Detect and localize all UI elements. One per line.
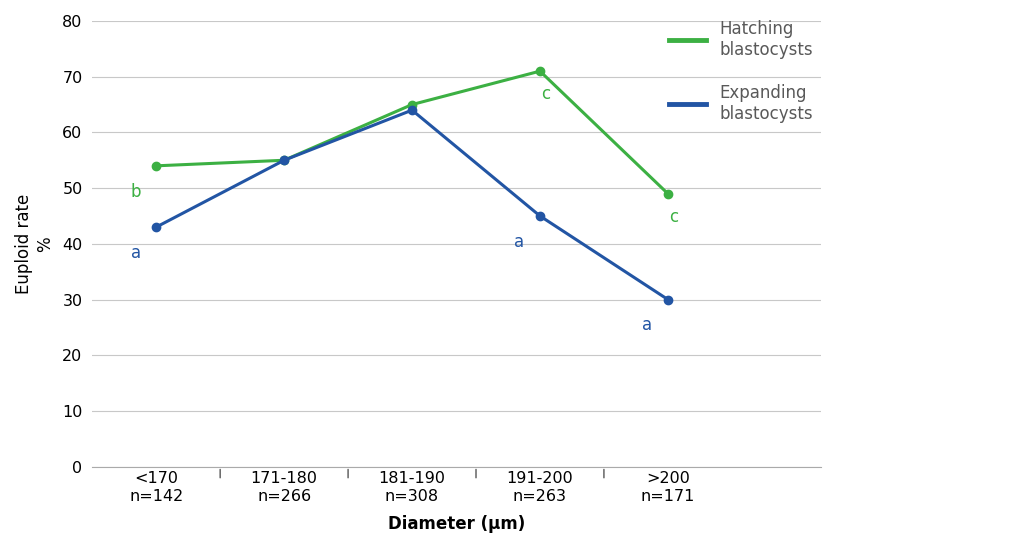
Text: c: c (668, 208, 678, 226)
X-axis label: Diameter (μm): Diameter (μm) (388, 515, 525, 533)
Text: a: a (642, 316, 652, 334)
Y-axis label: Euploid rate
%: Euploid rate % (15, 193, 54, 294)
Legend: Hatching
blastocysts, Expanding
blastocysts: Hatching blastocysts, Expanding blastocy… (668, 20, 812, 123)
Text: b: b (130, 182, 141, 201)
Text: a: a (514, 233, 524, 250)
Text: c: c (540, 85, 549, 103)
Text: a: a (130, 244, 141, 262)
